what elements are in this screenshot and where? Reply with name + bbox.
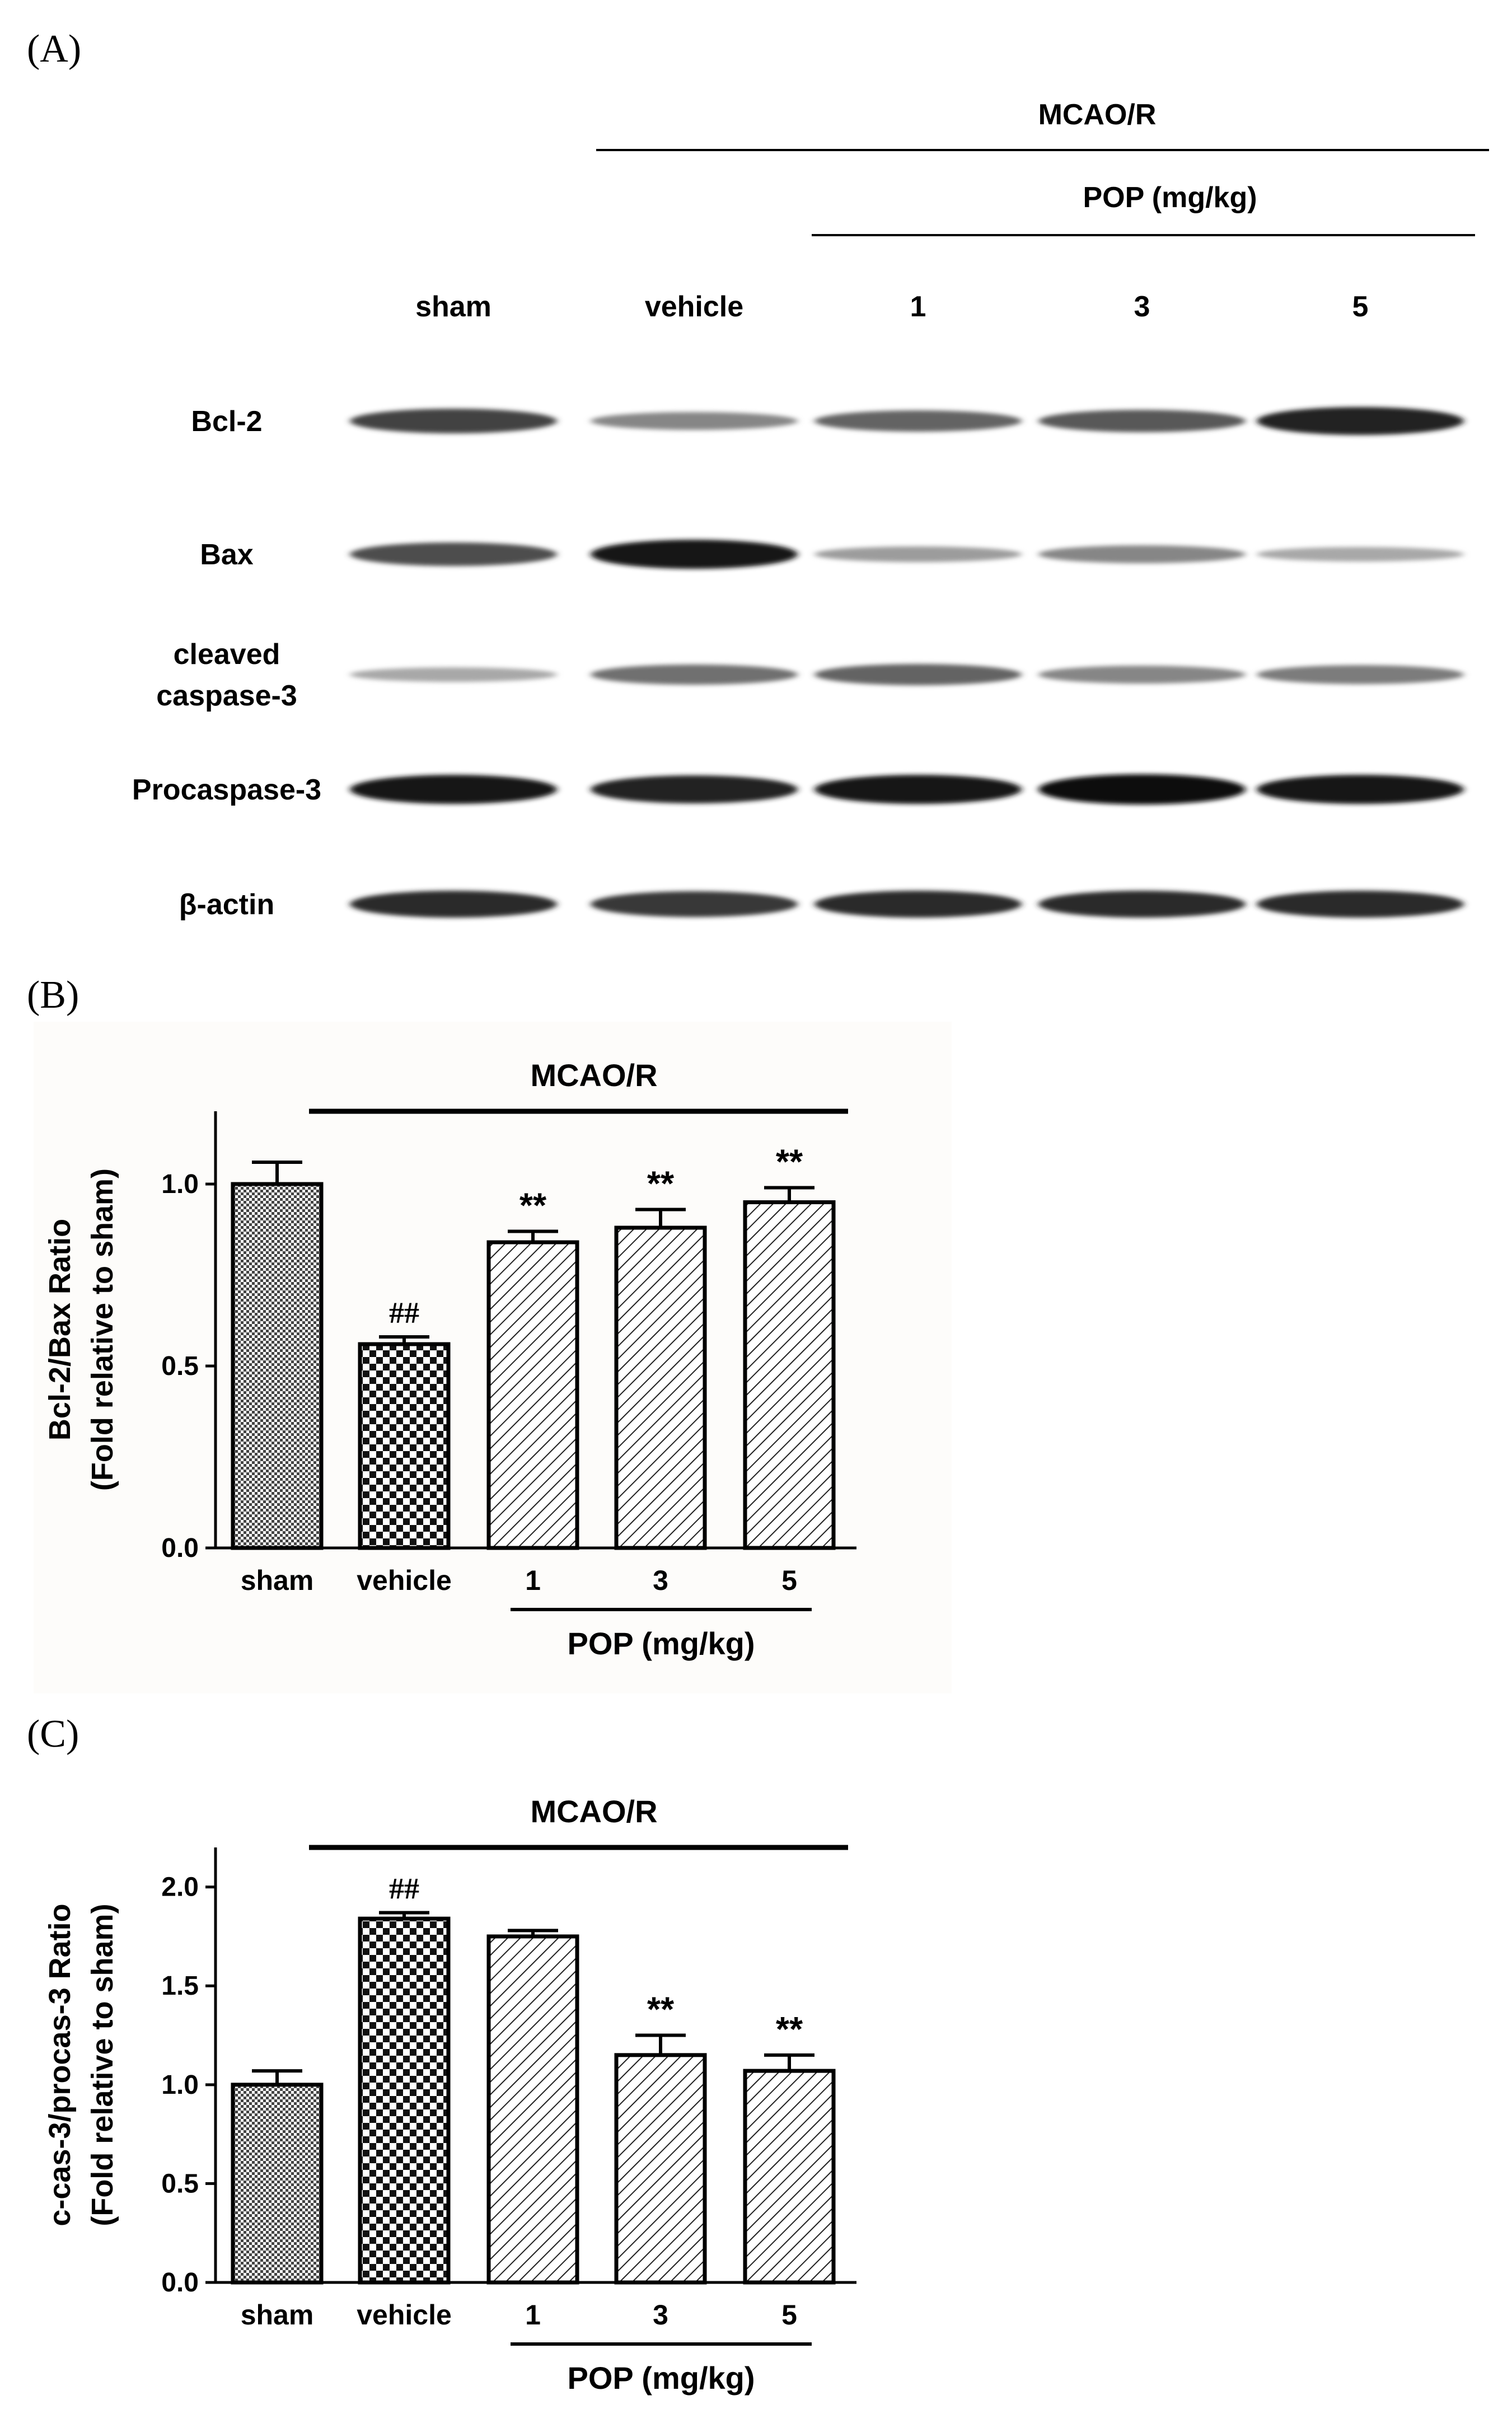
- ccas3-procas3-chart: 0.0 0.5 1.0 1.5 2.0 c-cas-3/procas-3 Ratio (Fo…: [43, 1794, 856, 2396]
- y-tick-label: 0.5: [161, 2169, 199, 2198]
- blot-row-label: Bax: [200, 539, 253, 571]
- blot-band: [1257, 775, 1464, 804]
- blot-band: [1257, 891, 1464, 918]
- blot-row-label: cleaved: [174, 638, 280, 671]
- bar: [358, 1342, 451, 1550]
- panel-b-label: (B): [27, 974, 79, 1017]
- significance-marker: **: [776, 2010, 803, 2049]
- y-axis-label: (Fold relative to sham): [86, 1903, 119, 2226]
- blot-row-label: β-actin: [179, 888, 274, 921]
- blot-band: [591, 540, 798, 569]
- y-tick-label: 2.0: [161, 1873, 199, 1902]
- blot-band: [1038, 891, 1246, 918]
- significance-marker: ##: [389, 1296, 419, 1330]
- blot-group-label: MCAO/R: [1038, 99, 1157, 131]
- blot-lane-label: vehicle: [645, 291, 743, 323]
- bar: [743, 2069, 836, 2285]
- bar: [486, 1240, 579, 1550]
- x-tick-label: 1: [525, 1565, 541, 1596]
- western-blot-panel: MCAO/R POP (mg/kg) sham vehicle 1 3 5 Bcl-2 Bax c…: [132, 99, 1489, 921]
- x-tick-label: 1: [525, 2299, 541, 2331]
- x-tick-label: 5: [781, 1565, 797, 1596]
- blot-band: [350, 891, 557, 918]
- group-label-bottom: POP (mg/kg): [567, 2360, 755, 2396]
- x-tick-label: vehicle: [357, 2299, 452, 2331]
- blot-band: [814, 546, 1022, 562]
- bar: [358, 1916, 451, 2285]
- blot-band: [814, 775, 1022, 804]
- blot-lane-label: 1: [910, 291, 926, 323]
- group-label-bottom: POP (mg/kg): [567, 1626, 755, 1661]
- significance-marker: **: [647, 1991, 675, 2029]
- blot-band: [350, 775, 557, 804]
- bar: [231, 1182, 324, 1550]
- blot-band: [350, 667, 557, 682]
- blot-band: [1038, 545, 1246, 563]
- blot-band: [1038, 666, 1246, 684]
- bar: [231, 2083, 324, 2285]
- x-tick-label: 5: [781, 2299, 797, 2331]
- significance-marker: ##: [389, 1872, 419, 1906]
- blot-band: [1257, 407, 1464, 435]
- x-tick-label: sham: [241, 2299, 314, 2331]
- blot-band: [350, 409, 557, 433]
- blot-lane-label: 3: [1134, 291, 1150, 323]
- blot-band: [1257, 665, 1464, 684]
- blot-band: [1257, 547, 1464, 562]
- y-tick-label: 1.5: [161, 1971, 199, 2001]
- blot-lane-label: 5: [1352, 291, 1369, 323]
- significance-marker: **: [776, 1143, 803, 1182]
- y-axis-label: c-cas-3/procas-3 Ratio: [43, 1903, 77, 2226]
- blot-band: [1038, 774, 1246, 804]
- bcl2-bax-chart: 0.0 0.5 1.0 Bcl-2/Bax Ratio (Fold relative t…: [43, 1058, 856, 1661]
- y-axis-label: Bcl-2/Bax Ratio: [43, 1219, 77, 1440]
- x-tick-label: sham: [241, 1565, 314, 1596]
- y-tick-label: 1.0: [161, 1169, 199, 1199]
- significance-marker: **: [519, 1187, 547, 1225]
- blot-band: [591, 775, 798, 803]
- bar: [614, 2053, 707, 2285]
- group-label-top: MCAO/R: [530, 1794, 657, 1829]
- x-tick-label: 3: [653, 2299, 668, 2331]
- blot-band: [591, 891, 798, 917]
- blot-band: [591, 412, 798, 430]
- bar: [614, 1225, 707, 1550]
- y-axis-label: (Fold relative to sham): [86, 1168, 119, 1491]
- blot-band: [814, 891, 1022, 918]
- blot-row-label: Procaspase-3: [132, 774, 321, 806]
- y-tick-label: 0.5: [161, 1351, 199, 1381]
- y-tick-label: 0.0: [161, 2268, 199, 2298]
- x-tick-label: 3: [653, 1565, 668, 1596]
- bar: [486, 1934, 579, 2285]
- blot-row-label: caspase-3: [156, 680, 297, 712]
- blot-sub-label: POP (mg/kg): [1083, 181, 1257, 214]
- panel-a-label: (A): [27, 27, 81, 71]
- x-tick-label: vehicle: [357, 1565, 452, 1596]
- blot-band: [591, 665, 798, 685]
- blot-band: [1038, 410, 1246, 432]
- y-tick-label: 1.0: [161, 2070, 199, 2100]
- blot-band: [814, 410, 1022, 432]
- blot-row-label: Bcl-2: [191, 405, 262, 438]
- blot-band: [350, 542, 557, 566]
- bar: [743, 1200, 836, 1550]
- blot-band: [814, 664, 1022, 685]
- panel-c-label: (C): [27, 1713, 79, 1756]
- group-label-top: MCAO/R: [530, 1058, 657, 1093]
- y-tick-label: 0.0: [161, 1533, 199, 1563]
- blot-lane-label: sham: [415, 291, 491, 323]
- significance-marker: **: [647, 1165, 675, 1204]
